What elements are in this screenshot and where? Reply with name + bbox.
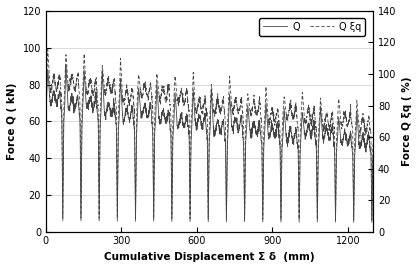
Q <box>370 221 375 224</box>
Q <box>63 64 68 67</box>
Q ξq <box>219 108 224 112</box>
Q <box>219 129 224 132</box>
Q ξq <box>44 82 49 85</box>
Q ξq <box>227 84 232 88</box>
Legend: Q, Q ξq: Q, Q ξq <box>259 18 365 36</box>
Q ξq <box>370 143 375 146</box>
Q <box>305 125 310 128</box>
Line: Q: Q <box>47 65 373 222</box>
Q ξq <box>342 112 347 115</box>
Q ξq <box>135 83 140 87</box>
Y-axis label: Force Q ( kN): Force Q ( kN) <box>7 83 17 160</box>
X-axis label: Cumulative Displacement Σ δ  (mm): Cumulative Displacement Σ δ (mm) <box>104 252 315 262</box>
Y-axis label: Force Q ξq ( %): Force Q ξq ( %) <box>402 77 412 166</box>
Q ξq <box>305 108 310 111</box>
Q ξq <box>370 218 375 222</box>
Q ξq <box>351 183 356 186</box>
Q ξq <box>45 48 50 51</box>
Q <box>342 128 347 131</box>
Q <box>44 96 49 100</box>
Q <box>351 194 356 197</box>
Line: Q ξq: Q ξq <box>47 49 373 220</box>
Q <box>135 100 140 104</box>
Q <box>227 102 232 105</box>
Q <box>370 156 375 159</box>
